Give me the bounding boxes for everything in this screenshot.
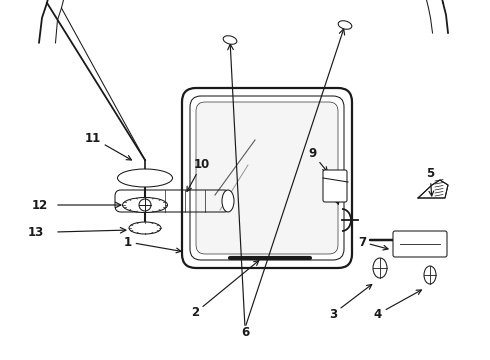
Text: 12: 12 bbox=[32, 198, 48, 212]
Text: 7: 7 bbox=[358, 235, 388, 250]
Text: 2: 2 bbox=[191, 261, 259, 320]
Ellipse shape bbox=[373, 258, 387, 278]
Ellipse shape bbox=[118, 169, 172, 187]
Text: 11: 11 bbox=[85, 131, 131, 160]
Ellipse shape bbox=[338, 21, 352, 29]
Ellipse shape bbox=[122, 198, 168, 212]
Text: 3: 3 bbox=[329, 284, 372, 320]
Ellipse shape bbox=[129, 222, 161, 234]
Text: 5: 5 bbox=[426, 166, 434, 196]
Ellipse shape bbox=[222, 190, 234, 212]
Ellipse shape bbox=[424, 266, 436, 284]
FancyBboxPatch shape bbox=[393, 231, 447, 257]
Text: 8: 8 bbox=[324, 171, 339, 204]
Text: 6: 6 bbox=[241, 327, 249, 339]
Circle shape bbox=[139, 199, 151, 211]
Text: 1: 1 bbox=[124, 235, 181, 253]
Text: 13: 13 bbox=[28, 225, 44, 239]
Ellipse shape bbox=[223, 36, 237, 44]
Text: 4: 4 bbox=[374, 290, 421, 320]
Text: 9: 9 bbox=[308, 147, 327, 172]
FancyBboxPatch shape bbox=[323, 170, 347, 202]
Text: 10: 10 bbox=[187, 158, 210, 192]
FancyBboxPatch shape bbox=[196, 102, 338, 254]
Polygon shape bbox=[418, 180, 448, 198]
